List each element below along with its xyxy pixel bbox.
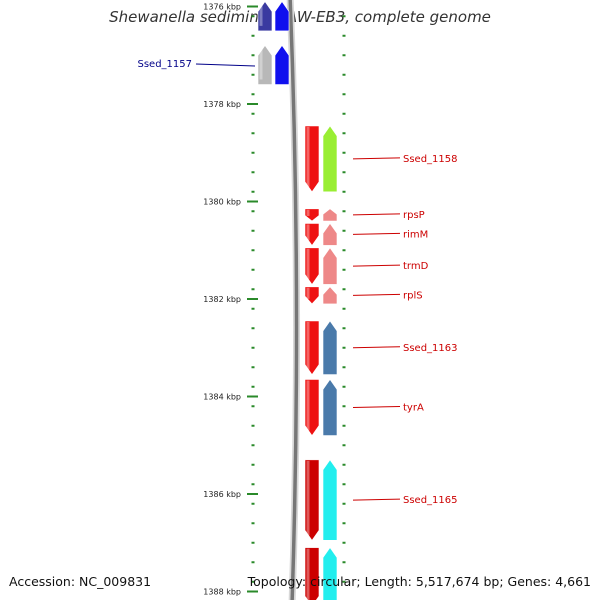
map-title: Shewanella sediminis HAW-EB3, complete g… (109, 8, 491, 26)
gene-cog-arrow (322, 459, 338, 541)
topology-label: Topology: circular; Length: 5,517,674 bp… (247, 574, 591, 589)
gene-orf-arrow (304, 379, 320, 437)
gene-cog-arrow (322, 547, 338, 600)
gene-cog-arrow (322, 247, 338, 285)
axis-tick-label: 1382 kbp (203, 295, 241, 304)
axis-tick-label: 1378 kbp (203, 100, 241, 109)
gene-cog-arrow (322, 222, 338, 246)
gene-orf-highlight (306, 548, 310, 600)
gene-orf-highlight (306, 380, 310, 431)
accession-label: Accession: NC_009831 (9, 574, 152, 589)
gene-label-leader (352, 405, 401, 408)
gene-orf-arrow (304, 223, 320, 246)
gene-cog-arrow (274, 44, 290, 85)
gene-label-leader (352, 157, 401, 160)
gene-cog-arrow (322, 378, 338, 436)
axis-tick-label: 1380 kbp (203, 198, 241, 207)
gene-orf-arrow (304, 459, 320, 541)
gene-label-leader (352, 264, 401, 267)
gene-label: Ssed_1163 (403, 343, 458, 354)
gene-orf-highlight (306, 209, 310, 216)
gene-label-leader (352, 213, 401, 216)
genome-backbone (286, 0, 301, 600)
gene-label: rplS (403, 290, 423, 301)
gene-cog-arrow (322, 286, 338, 305)
gene-orf-highlight (306, 224, 310, 241)
gene-label-leader (352, 346, 401, 349)
gene-orf-arrow (304, 247, 320, 285)
gene-label-leader (195, 63, 256, 67)
gene-cog-arrow (322, 125, 338, 193)
axis-layer: 1376 kbp 1378 kbp 1380 kbp 1382 kbp 1384 kbp… (203, 3, 346, 597)
gene-label-layer: Ssed_1157 Ssed_1158 rpsP rimM trmD rplS Ssed_1… (137, 59, 457, 506)
axis-tick-label: 1386 kbp (203, 490, 241, 499)
gene-label: tyrA (403, 402, 424, 413)
gene-orf-arrow (304, 547, 320, 600)
backbone-line (288, 0, 299, 600)
gene-orf-highlight (259, 46, 263, 80)
axis-tick-label: 1388 kbp (203, 588, 241, 597)
gene-cog-arrow (322, 320, 338, 375)
gene-label-leader (352, 498, 401, 501)
gene-label: trmD (403, 261, 429, 272)
gene-orf-arrow (257, 44, 273, 85)
gene-orf-highlight (306, 126, 310, 187)
gene-label: rimM (403, 229, 428, 240)
gene-label: Ssed_1165 (403, 495, 458, 506)
gene-orf-arrow (304, 320, 320, 376)
gene-orf-highlight (306, 460, 310, 536)
gene-orf-highlight (259, 2, 263, 26)
gene-label-leader (352, 293, 401, 296)
gene-orf-arrow (304, 125, 320, 193)
gene-label: Ssed_1158 (403, 154, 458, 165)
gene-layer (257, 1, 338, 600)
gene-label: Ssed_1157 (137, 59, 192, 70)
gene-label: rpsP (403, 210, 425, 221)
gene-label-leader (352, 232, 401, 235)
axis-tick-label: 1384 kbp (203, 393, 241, 402)
gene-cog-arrow (274, 1, 290, 32)
gene-orf-highlight (306, 248, 310, 280)
gene-orf-arrow (304, 286, 320, 305)
gene-orf-highlight (306, 321, 310, 370)
gene-orf-arrow (304, 208, 320, 222)
gene-orf-highlight (306, 287, 310, 299)
gene-orf-arrow (257, 1, 273, 32)
axis-tick-label: 1376 kbp (203, 3, 241, 12)
gene-cog-arrow (322, 208, 338, 222)
